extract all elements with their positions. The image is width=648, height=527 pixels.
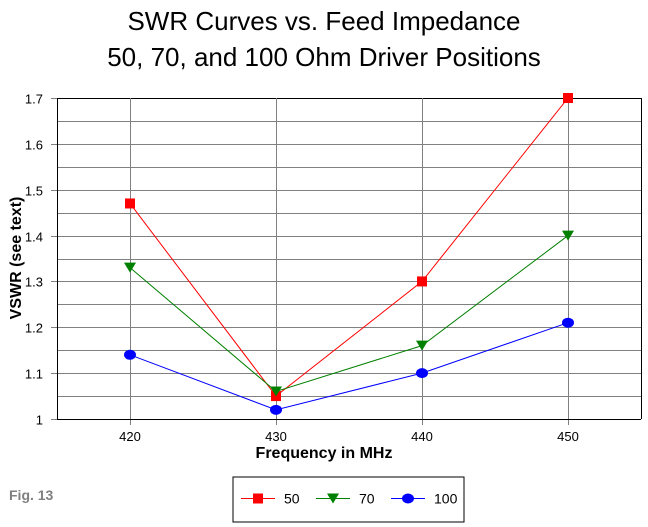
x-tick-label: 440: [411, 429, 433, 444]
legend-item-100: 100: [391, 491, 458, 507]
legend-label: 100: [434, 491, 458, 507]
x-tick-label: 420: [119, 429, 141, 444]
legend-item-70: 70: [316, 491, 375, 507]
data-point-50: [563, 93, 573, 103]
y-tick-label: 1.7: [25, 92, 43, 107]
series-line-70: [129, 235, 569, 393]
data-point-50: [125, 198, 135, 209]
data-point-70: [562, 230, 574, 241]
x-axis-label: Frequency in MHz: [256, 445, 393, 462]
grid: [57, 98, 642, 425]
y-tick-label: 1.5: [25, 184, 43, 199]
y-tick-label: 1.2: [25, 321, 43, 336]
y-axis-ticks: 1 1.1 1.2 1.3 1.4 1.5 1.6 1.7: [25, 92, 57, 428]
data-point-100: [562, 317, 574, 328]
series-100: [124, 317, 574, 415]
legend-label: 70: [359, 491, 375, 507]
y-axis-label: VSWR (see text): [8, 197, 25, 320]
legend-marker: [253, 493, 263, 504]
series-70: [124, 230, 574, 397]
x-tick-label: 430: [265, 429, 287, 444]
y-tick-label: 1: [36, 413, 43, 428]
data-point-100: [124, 349, 136, 360]
legend: 50 70 100: [232, 476, 465, 523]
data-point-70: [416, 340, 428, 351]
series-50: [125, 93, 573, 402]
y-tick-label: 1.3: [25, 275, 43, 290]
figure-label: Fig. 13: [9, 487, 54, 503]
x-axis-ticks: 420 430 440 450: [119, 429, 579, 444]
y-tick-label: 1.6: [25, 138, 43, 153]
legend-marker: [327, 493, 339, 504]
chart-title: SWR Curves vs. Feed Impedance: [127, 6, 520, 36]
data-point-100: [416, 368, 428, 379]
legend-item-50: 50: [241, 491, 300, 507]
series-group: [124, 93, 574, 415]
y-tick-label: 1.1: [25, 367, 43, 382]
legend-marker: [402, 493, 414, 504]
series-line-100: [129, 322, 569, 411]
data-point-70: [124, 262, 136, 273]
legend-label: 50: [284, 491, 300, 507]
chart-subtitle: 50, 70, and 100 Ohm Driver Positions: [107, 42, 541, 72]
data-point-70: [270, 386, 282, 397]
data-point-100: [270, 404, 282, 415]
x-tick-label: 450: [557, 429, 579, 444]
series-line-50: [129, 97, 569, 397]
data-point-50: [417, 276, 427, 287]
y-tick-label: 1.4: [25, 230, 43, 245]
legend-box: [232, 476, 465, 523]
